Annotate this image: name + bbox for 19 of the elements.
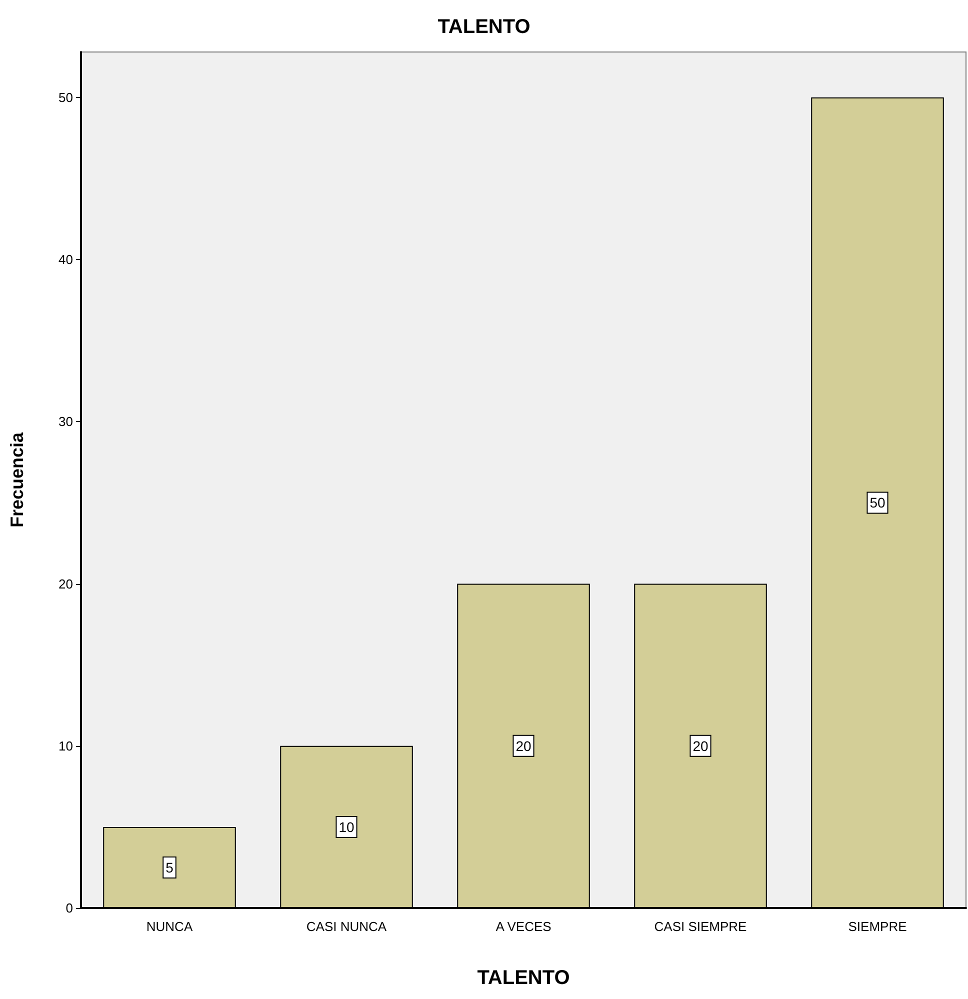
x-tick-label: CASI SIEMPRE — [654, 919, 748, 934]
y-tick-label: 0 — [66, 900, 73, 916]
data-label: 50 — [870, 494, 886, 511]
y-axis-title: Frecuencia — [7, 431, 27, 528]
data-label: 10 — [338, 818, 354, 835]
data-label: 20 — [692, 738, 708, 754]
y-tick-label: 20 — [58, 576, 73, 592]
x-tick-label: SIEMPRE — [848, 919, 908, 934]
data-label: 5 — [166, 859, 174, 876]
y-tick-label: 40 — [58, 252, 73, 268]
x-tick-label: NUNCA — [146, 919, 193, 934]
y-tick-label: 50 — [58, 90, 73, 105]
y-tick-label: 10 — [58, 738, 73, 754]
chart-title: TALENTO — [438, 16, 530, 38]
x-axis-title: TALENTO — [477, 967, 570, 989]
y-tick-label: 30 — [58, 414, 73, 430]
data-label: 20 — [516, 738, 532, 754]
x-tick-label: CASI NUNCA — [306, 919, 387, 934]
x-tick-label: A VECES — [496, 919, 552, 934]
